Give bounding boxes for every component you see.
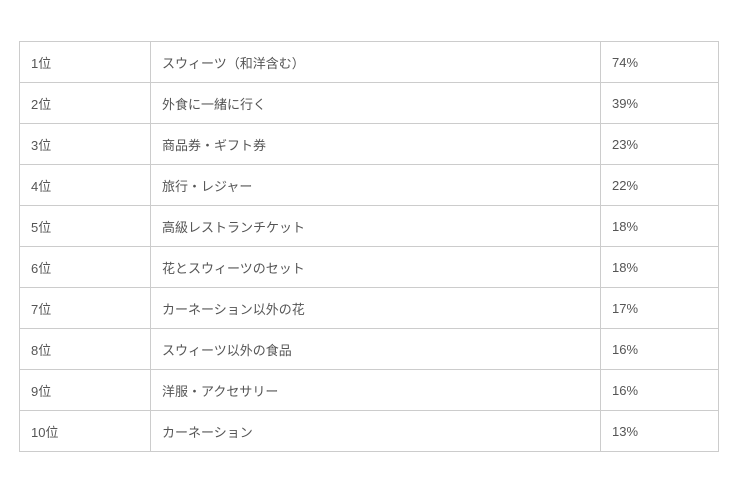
item-cell: 商品券・ギフト券 (150, 123, 601, 165)
rank-cell: 6位 (19, 246, 151, 288)
table-row: 3位 商品券・ギフト券 23% (19, 123, 719, 165)
item-cell: 旅行・レジャー (150, 164, 601, 206)
value-cell: 16% (600, 328, 719, 370)
rank-cell: 1位 (19, 41, 151, 83)
item-cell: 外食に一緒に行く (150, 82, 601, 124)
item-cell: 洋服・アクセサリー (150, 369, 601, 411)
value-cell: 23% (600, 123, 719, 165)
value-cell: 18% (600, 246, 719, 288)
rank-cell: 8位 (19, 328, 151, 370)
table-row: 7位 カーネーション以外の花 17% (19, 287, 719, 329)
item-cell: カーネーション以外の花 (150, 287, 601, 329)
ranking-table: 1位 スウィーツ（和洋含む） 74% 2位 外食に一緒に行く 39% 3位 商品券・ギフト券 2… (19, 41, 719, 452)
rank-cell: 9位 (19, 369, 151, 411)
rank-cell: 2位 (19, 82, 151, 124)
rank-cell: 3位 (19, 123, 151, 165)
table-row: 1位 スウィーツ（和洋含む） 74% (19, 41, 719, 83)
item-cell: スウィーツ以外の食品 (150, 328, 601, 370)
table-row: 2位 外食に一緒に行く 39% (19, 82, 719, 124)
value-cell: 22% (600, 164, 719, 206)
rank-cell: 4位 (19, 164, 151, 206)
value-cell: 74% (600, 41, 719, 83)
table-row: 9位 洋服・アクセサリー 16% (19, 369, 719, 411)
item-cell: スウィーツ（和洋含む） (150, 41, 601, 83)
item-cell: 花とスウィーツのセット (150, 246, 601, 288)
rank-cell: 5位 (19, 205, 151, 247)
table-row: 10位 カーネーション 13% (19, 410, 719, 452)
value-cell: 16% (600, 369, 719, 411)
rank-cell: 10位 (19, 410, 151, 452)
table-row: 6位 花とスウィーツのセット 18% (19, 246, 719, 288)
item-cell: カーネーション (150, 410, 601, 452)
value-cell: 18% (600, 205, 719, 247)
ranking-table-body: 1位 スウィーツ（和洋含む） 74% 2位 外食に一緒に行く 39% 3位 商品券・ギフト券 2… (19, 41, 719, 452)
table-row: 5位 高級レストランチケット 18% (19, 205, 719, 247)
table-row: 8位 スウィーツ以外の食品 16% (19, 328, 719, 370)
item-cell: 高級レストランチケット (150, 205, 601, 247)
value-cell: 39% (600, 82, 719, 124)
value-cell: 13% (600, 410, 719, 452)
rank-cell: 7位 (19, 287, 151, 329)
value-cell: 17% (600, 287, 719, 329)
table-row: 4位 旅行・レジャー 22% (19, 164, 719, 206)
